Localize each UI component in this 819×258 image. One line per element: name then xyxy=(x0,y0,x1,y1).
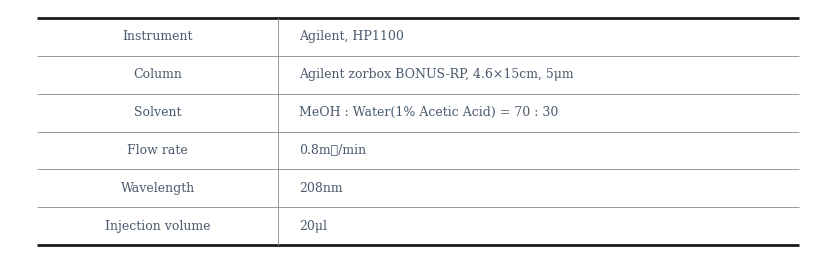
Text: Agilent zorbox BONUS-RP, 4.6×15cm, 5μm: Agilent zorbox BONUS-RP, 4.6×15cm, 5μm xyxy=(299,68,573,81)
Text: Instrument: Instrument xyxy=(122,30,193,44)
Text: Column: Column xyxy=(133,68,182,81)
Text: Solvent: Solvent xyxy=(134,106,181,119)
Text: MeOH : Water(1% Acetic Acid) = 70 : 30: MeOH : Water(1% Acetic Acid) = 70 : 30 xyxy=(299,106,559,119)
Text: 0.8mℓ/min: 0.8mℓ/min xyxy=(299,144,366,157)
Text: Flow rate: Flow rate xyxy=(127,144,188,157)
Text: Injection volume: Injection volume xyxy=(105,220,210,233)
Text: 20μl: 20μl xyxy=(299,220,327,233)
Text: Agilent, HP1100: Agilent, HP1100 xyxy=(299,30,404,44)
Text: Wavelength: Wavelength xyxy=(120,182,195,195)
Text: 208nm: 208nm xyxy=(299,182,342,195)
